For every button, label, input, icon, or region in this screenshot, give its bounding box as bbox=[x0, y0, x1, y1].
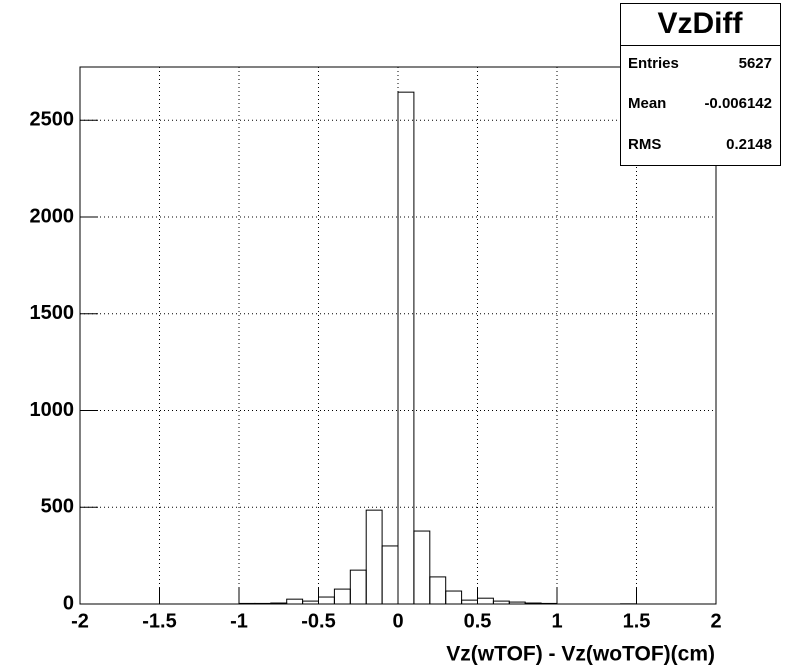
y-tick-label: 1000 bbox=[30, 399, 75, 421]
stats-value: 5627 bbox=[739, 55, 772, 72]
stats-title: VzDiff bbox=[658, 7, 744, 40]
x-tick-label: -2 bbox=[71, 610, 89, 632]
y-tick-label: 0 bbox=[63, 592, 74, 614]
stats-label: RMS bbox=[628, 136, 661, 153]
x-tick-label: -0.5 bbox=[301, 610, 335, 632]
y-tick-label: 2500 bbox=[30, 108, 75, 130]
y-tick-label: 2000 bbox=[30, 205, 75, 227]
bar bbox=[238, 602, 256, 605]
bar bbox=[524, 602, 542, 605]
x-tick-label: -1.5 bbox=[142, 610, 176, 632]
bar bbox=[540, 602, 558, 605]
bar bbox=[413, 530, 431, 605]
x-tick-label: 1.5 bbox=[623, 610, 651, 632]
bar bbox=[445, 590, 463, 605]
stats-value: 0.2148 bbox=[726, 136, 772, 153]
bar bbox=[254, 602, 272, 605]
x-tick-label: 0.5 bbox=[464, 610, 492, 632]
stats-value: -0.006142 bbox=[704, 95, 772, 112]
x-axis-label: Vz(wTOF) - Vz(woTOF)(cm) bbox=[446, 643, 715, 666]
bar bbox=[429, 576, 447, 605]
x-tick-label: 0 bbox=[392, 610, 403, 632]
x-tick-label: -1 bbox=[230, 610, 248, 632]
y-tick-label: 500 bbox=[41, 496, 74, 518]
stats-frame bbox=[620, 3, 781, 166]
stats-label: Entries bbox=[628, 55, 679, 72]
y-tick-label: 1500 bbox=[30, 302, 75, 324]
x-tick-label: 2 bbox=[710, 610, 721, 632]
stats-box: VzDiff Entries 5627 Mean -0.006142 RMS 0… bbox=[620, 3, 781, 166]
bar bbox=[397, 91, 415, 605]
stats-label: Mean bbox=[628, 95, 666, 112]
x-tick-label: 1 bbox=[551, 610, 562, 632]
bar bbox=[270, 602, 288, 605]
